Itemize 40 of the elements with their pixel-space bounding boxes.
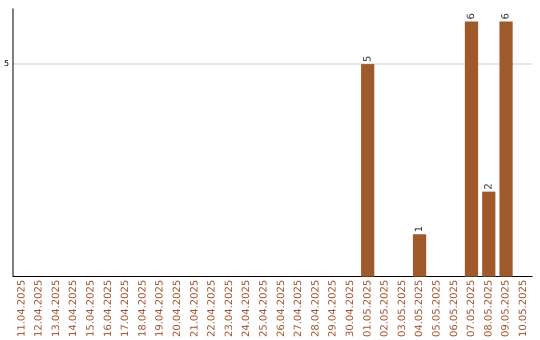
- x-tick-label: 09.05.2025: [500, 280, 512, 338]
- x-tick-label: 21.04.2025: [189, 280, 200, 338]
- data-label: 6: [500, 13, 512, 20]
- x-tick-label: 25.04.2025: [258, 280, 270, 338]
- bar: [464, 22, 478, 277]
- x-tick-label: 01.05.2025: [362, 280, 374, 338]
- bar: [499, 22, 513, 277]
- x-tick-label: 13.04.2025: [50, 280, 62, 338]
- data-label: 2: [483, 183, 494, 190]
- x-tick-label: 19.04.2025: [154, 280, 166, 338]
- x-tick-label: 20.04.2025: [172, 280, 184, 338]
- x-tick-label: 16.04.2025: [102, 280, 114, 338]
- x-tick-label: 22.04.2025: [206, 280, 218, 338]
- x-tick-label: 05.05.2025: [431, 280, 442, 338]
- x-tick-label: 28.04.2025: [310, 280, 322, 338]
- x-tick-label: 06.05.2025: [448, 280, 460, 338]
- data-label: 1: [414, 226, 426, 232]
- bar: [412, 234, 426, 277]
- x-tick-label: 30.04.2025: [344, 280, 356, 338]
- bar: [361, 64, 374, 277]
- bar: [482, 192, 496, 277]
- data-label: 6: [466, 13, 478, 20]
- x-tick-label: 07.05.2025: [466, 280, 478, 338]
- x-tick-label: 26.04.2025: [276, 280, 287, 338]
- x-tick-label: 18.04.2025: [137, 280, 148, 338]
- x-tick-label: 02.05.2025: [380, 280, 391, 338]
- x-tick-label: 15.04.2025: [86, 280, 97, 338]
- x-tick-label: 17.04.2025: [120, 280, 132, 338]
- x-tick-label: 27.04.2025: [293, 280, 304, 338]
- data-label: 5: [362, 56, 374, 62]
- x-tick-label: 11.04.2025: [16, 280, 28, 338]
- x-tick-label: 03.05.2025: [396, 280, 408, 338]
- x-tick-label: 10.05.2025: [518, 280, 529, 338]
- x-tick-label: 08.05.2025: [483, 280, 494, 338]
- x-tick-label: 23.04.2025: [224, 280, 235, 338]
- x-tick-label: 12.04.2025: [34, 280, 45, 338]
- x-tick-label: 04.05.2025: [414, 280, 426, 338]
- x-tick-label: 24.04.2025: [241, 280, 252, 338]
- x-tick-label: 29.04.2025: [328, 280, 339, 338]
- x-tick-label: 14.04.2025: [68, 280, 80, 338]
